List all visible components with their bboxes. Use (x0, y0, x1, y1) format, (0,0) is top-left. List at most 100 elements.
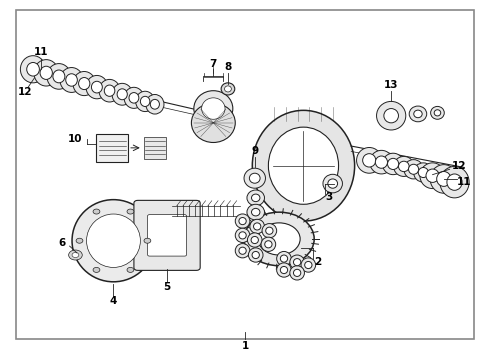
Ellipse shape (34, 60, 58, 86)
Ellipse shape (104, 85, 115, 96)
Ellipse shape (382, 153, 404, 175)
Ellipse shape (247, 190, 265, 206)
Ellipse shape (431, 107, 444, 119)
Text: 8: 8 (224, 63, 232, 72)
Text: 9: 9 (251, 147, 258, 157)
Ellipse shape (136, 91, 154, 112)
Ellipse shape (251, 237, 258, 244)
Bar (97, 134, 128, 162)
Text: 10: 10 (68, 134, 83, 144)
Ellipse shape (290, 255, 304, 269)
Ellipse shape (117, 89, 127, 100)
Text: 5: 5 (164, 282, 171, 292)
Ellipse shape (202, 98, 225, 119)
Ellipse shape (252, 251, 259, 258)
Circle shape (69, 250, 82, 260)
Circle shape (93, 209, 100, 214)
Ellipse shape (250, 219, 265, 234)
Ellipse shape (244, 168, 266, 188)
Ellipse shape (357, 148, 382, 173)
Ellipse shape (73, 72, 96, 96)
Ellipse shape (239, 217, 246, 225)
Ellipse shape (87, 214, 140, 267)
Circle shape (127, 267, 134, 273)
Ellipse shape (430, 165, 458, 193)
Ellipse shape (27, 63, 39, 76)
Ellipse shape (112, 84, 132, 105)
Ellipse shape (248, 248, 263, 262)
Ellipse shape (434, 110, 441, 116)
Ellipse shape (420, 163, 445, 189)
Ellipse shape (251, 208, 260, 216)
Ellipse shape (447, 174, 462, 190)
Circle shape (72, 252, 79, 257)
Ellipse shape (393, 157, 414, 176)
Ellipse shape (40, 66, 52, 80)
Ellipse shape (414, 110, 422, 118)
Ellipse shape (409, 106, 427, 122)
Text: 1: 1 (242, 341, 248, 351)
Ellipse shape (269, 127, 339, 204)
Ellipse shape (92, 81, 102, 93)
Ellipse shape (301, 258, 316, 272)
Text: 12: 12 (452, 161, 466, 171)
Text: 13: 13 (384, 80, 398, 90)
Ellipse shape (235, 228, 250, 243)
Ellipse shape (252, 111, 355, 221)
Ellipse shape (363, 154, 376, 167)
Ellipse shape (328, 179, 338, 188)
Ellipse shape (370, 150, 393, 174)
Ellipse shape (440, 166, 469, 198)
Ellipse shape (72, 200, 155, 282)
Text: 2: 2 (315, 257, 322, 267)
Ellipse shape (323, 174, 343, 193)
Ellipse shape (426, 169, 439, 183)
Ellipse shape (60, 68, 83, 93)
Ellipse shape (251, 194, 260, 202)
Ellipse shape (124, 87, 144, 108)
Circle shape (144, 238, 151, 243)
Ellipse shape (235, 214, 250, 228)
Text: 12: 12 (18, 87, 32, 98)
Ellipse shape (294, 258, 301, 266)
Ellipse shape (53, 70, 65, 83)
Ellipse shape (249, 173, 260, 183)
Text: 7: 7 (209, 59, 217, 69)
Ellipse shape (247, 233, 262, 247)
Ellipse shape (66, 74, 77, 86)
Ellipse shape (253, 223, 261, 230)
Ellipse shape (294, 269, 301, 276)
Ellipse shape (414, 163, 433, 182)
Ellipse shape (247, 204, 265, 220)
Ellipse shape (86, 76, 108, 99)
Ellipse shape (290, 266, 304, 280)
Ellipse shape (258, 223, 300, 255)
Text: 4: 4 (110, 296, 117, 306)
Ellipse shape (376, 102, 406, 130)
Circle shape (127, 209, 134, 214)
Ellipse shape (305, 261, 312, 269)
Text: 6: 6 (59, 238, 66, 248)
Ellipse shape (47, 64, 71, 89)
Bar (144, 137, 166, 158)
Ellipse shape (388, 158, 399, 170)
Ellipse shape (418, 167, 428, 177)
Ellipse shape (280, 255, 288, 262)
Ellipse shape (437, 171, 451, 186)
Text: 11: 11 (457, 177, 471, 187)
Ellipse shape (194, 91, 233, 126)
Ellipse shape (261, 237, 276, 251)
Ellipse shape (239, 247, 246, 254)
Ellipse shape (224, 86, 231, 92)
Ellipse shape (78, 77, 90, 90)
Circle shape (93, 267, 100, 273)
Circle shape (76, 238, 83, 243)
Ellipse shape (99, 80, 120, 102)
Ellipse shape (404, 159, 423, 179)
Ellipse shape (129, 93, 139, 103)
FancyBboxPatch shape (147, 215, 187, 256)
Ellipse shape (21, 56, 46, 83)
Text: 3: 3 (325, 192, 332, 202)
Ellipse shape (140, 96, 150, 107)
Ellipse shape (384, 109, 398, 123)
